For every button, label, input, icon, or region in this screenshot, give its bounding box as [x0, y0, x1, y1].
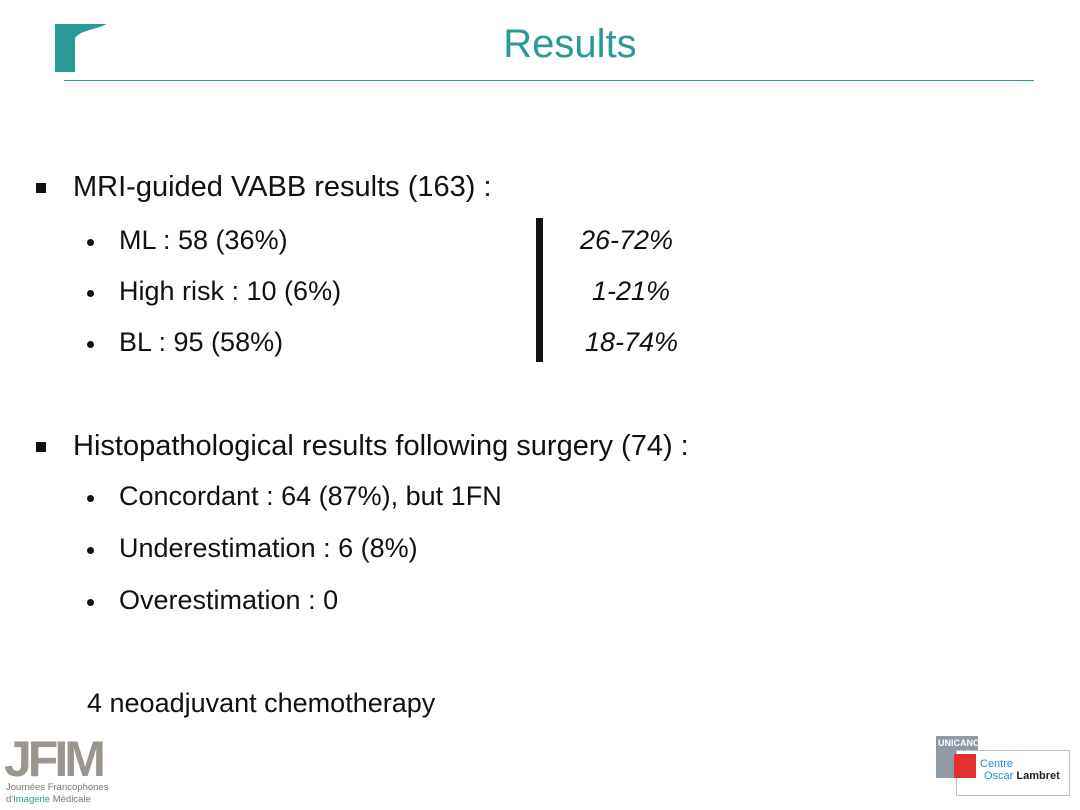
title-divider — [64, 80, 1034, 81]
centre-line-2: Oscar Lambret — [984, 770, 1060, 782]
jfim-logo: JFIM Journées Francophones d'Imagerie Mé… — [0, 731, 118, 808]
histo-item-overestimation: Overestimation : 0 — [119, 585, 339, 615]
section-histo-heading: Histopathological results following surg… — [73, 430, 689, 462]
jfim-line-2: d'Imagerie Médicale — [6, 794, 91, 805]
note-text: 4 neoadjuvant chemotherapy — [87, 688, 436, 718]
square-bullet-icon — [36, 183, 46, 193]
vabb-range-high-risk: 1-21% — [592, 276, 671, 306]
bullet-dot-icon — [87, 341, 94, 348]
bullet-dot-icon — [87, 290, 94, 297]
centre-oscar-lambret-logo: UNICANCER Centre Oscar Lambret — [936, 736, 1070, 798]
centre-line-1: Centre — [980, 758, 1014, 770]
section-vabb-heading: MRI-guided VABB results (163) : — [73, 171, 492, 203]
bullet-dot-icon — [87, 495, 94, 502]
vabb-range-ml: 26-72% — [580, 225, 674, 255]
vabb-item-high-risk: High risk : 10 (6%) — [119, 276, 342, 306]
unicancer-label: UNICANCER — [938, 738, 992, 748]
square-bullet-icon — [36, 442, 46, 452]
vabb-item-ml: ML : 58 (36%) — [119, 225, 288, 255]
bullet-dot-icon — [87, 547, 94, 554]
vabb-range-bl: 18-74% — [585, 327, 679, 357]
histo-item-concordant: Concordant : 64 (87%), but 1FN — [119, 481, 502, 511]
brand-mark-icon — [55, 24, 107, 72]
vabb-item-bl: BL : 95 (58%) — [119, 327, 284, 357]
range-divider-bar — [536, 218, 543, 362]
bullet-dot-icon — [87, 239, 94, 246]
jfim-wordmark: JFIM — [4, 731, 106, 787]
logo-red-square-front — [956, 754, 976, 778]
slide-title: Results — [503, 22, 637, 66]
jfim-line-1: Journées Francophones — [6, 782, 109, 793]
bullet-dot-icon — [87, 599, 94, 606]
histo-item-underestimation: Underestimation : 6 (8%) — [119, 533, 418, 563]
